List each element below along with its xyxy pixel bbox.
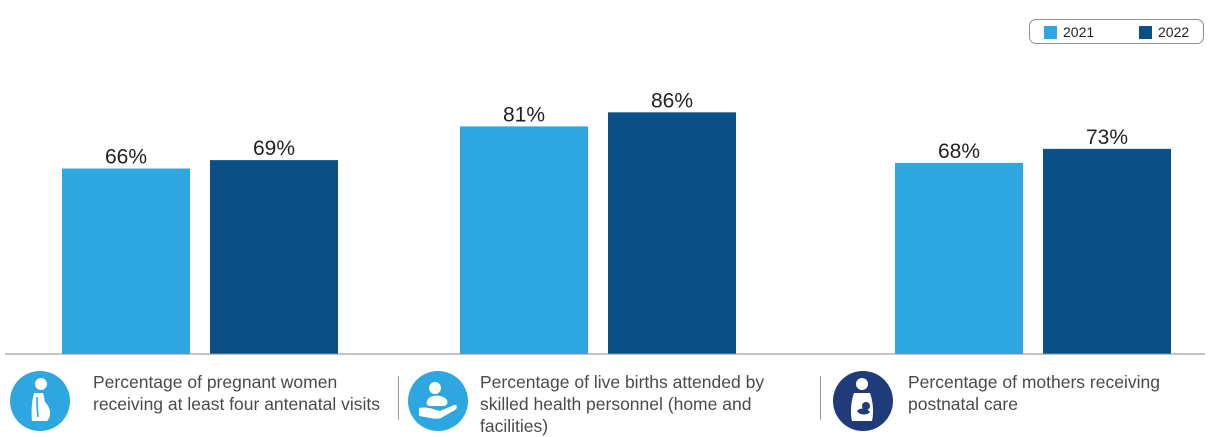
- bar-2021-cat2: [460, 126, 588, 354]
- legend-item-2022: 2022: [1139, 24, 1189, 40]
- value-labels-group: 66% 81% 68% 69% 86% 73%: [105, 89, 1128, 168]
- bar-2021-cat3: [895, 162, 1023, 354]
- bar-2021-cat1: [62, 168, 190, 354]
- category-divider: [820, 376, 821, 420]
- mother-with-baby-icon: [833, 371, 893, 431]
- value-label-2022-cat3: 73%: [1086, 126, 1128, 149]
- category-label-postnatal: Percentage of mothers receiving postnata…: [908, 372, 1160, 414]
- category-label-antenatal: Percentage of pregnant women receiving a…: [93, 372, 380, 414]
- category-label-live-births: Percentage of live births attended by sk…: [480, 372, 765, 436]
- bar-2022-cat2: [608, 112, 736, 354]
- legend-item-2021: 2021: [1044, 24, 1094, 40]
- bar-2022-cat3: [1043, 148, 1171, 354]
- legend-label-2022: 2022: [1158, 24, 1190, 40]
- baby-in-hand-icon: [408, 371, 468, 431]
- value-label-2022-cat1: 69%: [253, 137, 295, 160]
- legend-label-2021: 2021: [1063, 24, 1095, 40]
- pregnant-woman-icon: [10, 371, 70, 431]
- bar-2022-cat1: [210, 160, 338, 354]
- bars-group: [62, 112, 1171, 354]
- legend-swatch-2022: [1139, 25, 1152, 39]
- value-label-2022-cat2: 86%: [651, 89, 693, 112]
- value-label-2021-cat2: 81%: [503, 103, 545, 126]
- legend-swatch-2021: [1044, 25, 1057, 39]
- category-divider: [398, 376, 399, 420]
- chart-legend: 2021 2022: [1029, 19, 1204, 44]
- value-label-2021-cat3: 68%: [938, 140, 980, 163]
- value-label-2021-cat1: 66%: [105, 146, 147, 169]
